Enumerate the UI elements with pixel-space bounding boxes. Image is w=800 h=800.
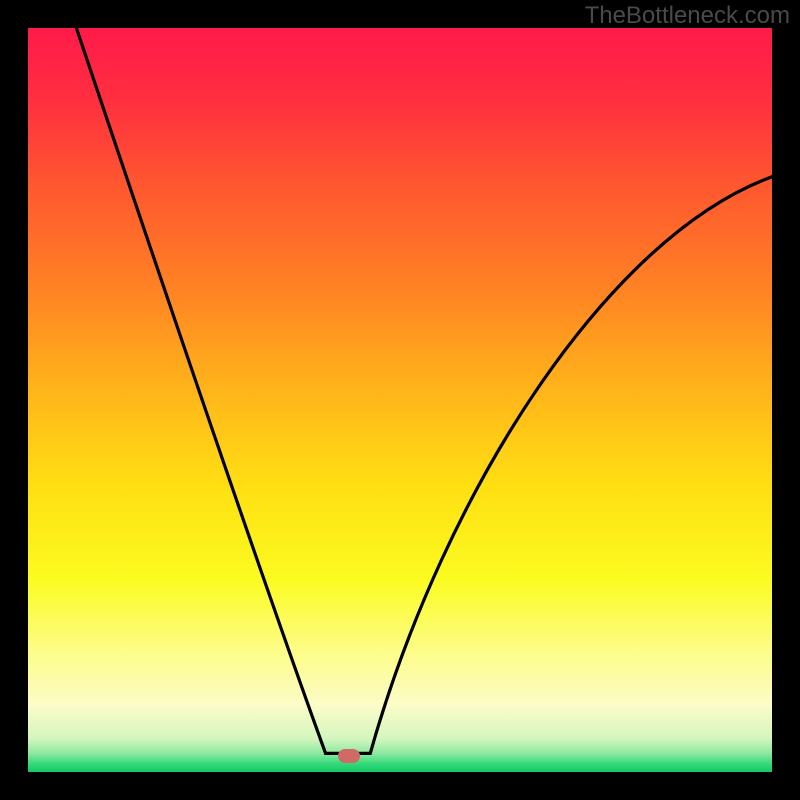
watermark-text: TheBottleneck.com	[585, 2, 790, 30]
plot-area	[28, 28, 772, 772]
bottleneck-curve	[28, 28, 772, 772]
optimum-marker	[338, 749, 360, 763]
chart-container: TheBottleneck.com	[0, 0, 800, 800]
